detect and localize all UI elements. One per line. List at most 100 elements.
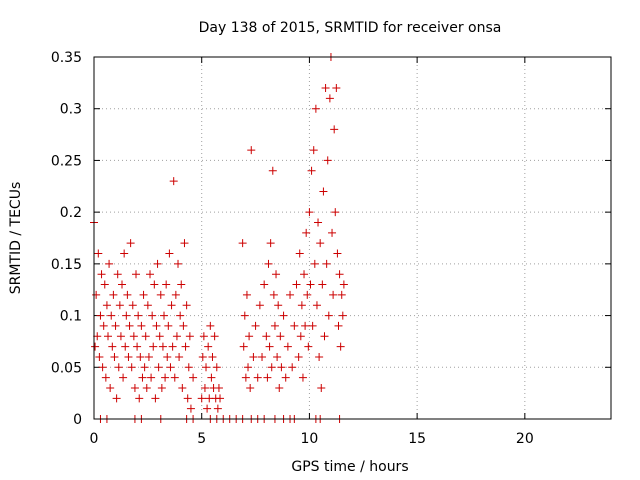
data-point [133,342,142,351]
data-point [312,301,321,310]
data-point [270,321,279,330]
data-point [244,363,253,372]
data-point [176,311,185,320]
data-point [315,352,324,361]
data-point [141,332,150,341]
data-point [175,352,184,361]
data-point [109,290,118,299]
data-point [260,280,269,289]
data-point [168,342,177,351]
data-point [268,166,277,175]
data-point [202,363,211,372]
data-point [104,332,113,341]
data-point [294,352,303,361]
data-point [129,332,138,341]
data-point [277,363,286,372]
data-point [288,363,297,372]
data-point [246,383,255,392]
data-point [216,394,225,403]
gridlines [94,57,611,419]
data-point [178,383,187,392]
data-point [245,332,254,341]
data-point [240,311,249,320]
data-point [124,352,133,361]
data-point [166,363,175,372]
data-point [338,311,347,320]
data-point [127,363,136,372]
data-point [139,290,148,299]
data-point [182,301,191,310]
data-point [160,311,169,320]
data-point [316,239,325,248]
data-point [150,280,159,289]
data-point [136,352,145,361]
data-point [153,259,162,268]
data-point [272,270,281,279]
data-point [111,321,120,330]
data-point [311,104,320,113]
data-point [138,373,147,382]
data-point [253,373,262,382]
data-point [200,383,209,392]
data-point [186,404,195,413]
x-tick-label: 15 [408,431,426,447]
data-point [255,301,264,310]
data-point [96,311,105,320]
data-point [130,383,139,392]
y-axis-ticks: 0 0.05 0.1 0.15 0.2 0.25 0.3 0.35 [51,50,611,428]
data-point [154,363,163,372]
data-point [95,352,104,361]
data-point [275,383,284,392]
data-point [112,394,121,403]
x-axis-label: GPS time / hours [291,459,408,475]
data-point [300,270,309,279]
data-point [100,280,109,289]
data-point [118,280,127,289]
data-point [157,383,166,392]
data-point [199,332,208,341]
data-point [267,363,276,372]
data-point [128,301,137,310]
data-point [208,352,217,361]
data-point [163,352,172,361]
data-point [262,332,271,341]
data-point [210,332,219,341]
data-point [286,290,295,299]
data-point [214,383,223,392]
data-point [140,363,149,372]
data-point [206,321,215,330]
data-point [331,208,340,217]
data-point [239,342,248,351]
data-point [144,352,153,361]
data-point [296,332,305,341]
data-point [269,290,278,299]
data-point [297,301,306,310]
data-point [110,352,119,361]
data-point [273,352,282,361]
data-point [125,321,134,330]
data-point [212,363,221,372]
data-point [283,342,292,351]
y-tick-label: 0.1 [60,309,82,325]
x-axis-ticks: 0 5 10 15 20 [90,57,534,447]
y-tick-label: 0.15 [51,257,82,273]
data-point [263,373,272,382]
data-point [213,404,222,413]
data-point [184,363,193,372]
data-point [174,259,183,268]
data-point [242,290,251,299]
data-point [120,249,129,258]
data-point [169,177,178,186]
data-point [305,208,314,217]
data-point [115,301,124,310]
data-point [325,94,334,103]
y-tick-label: 0 [73,412,82,428]
data-point [266,239,275,248]
data-point [170,373,179,382]
data-point [135,394,144,403]
data-point [98,363,107,372]
data-point [158,342,167,351]
data-point [122,311,131,320]
data-point [92,290,101,299]
